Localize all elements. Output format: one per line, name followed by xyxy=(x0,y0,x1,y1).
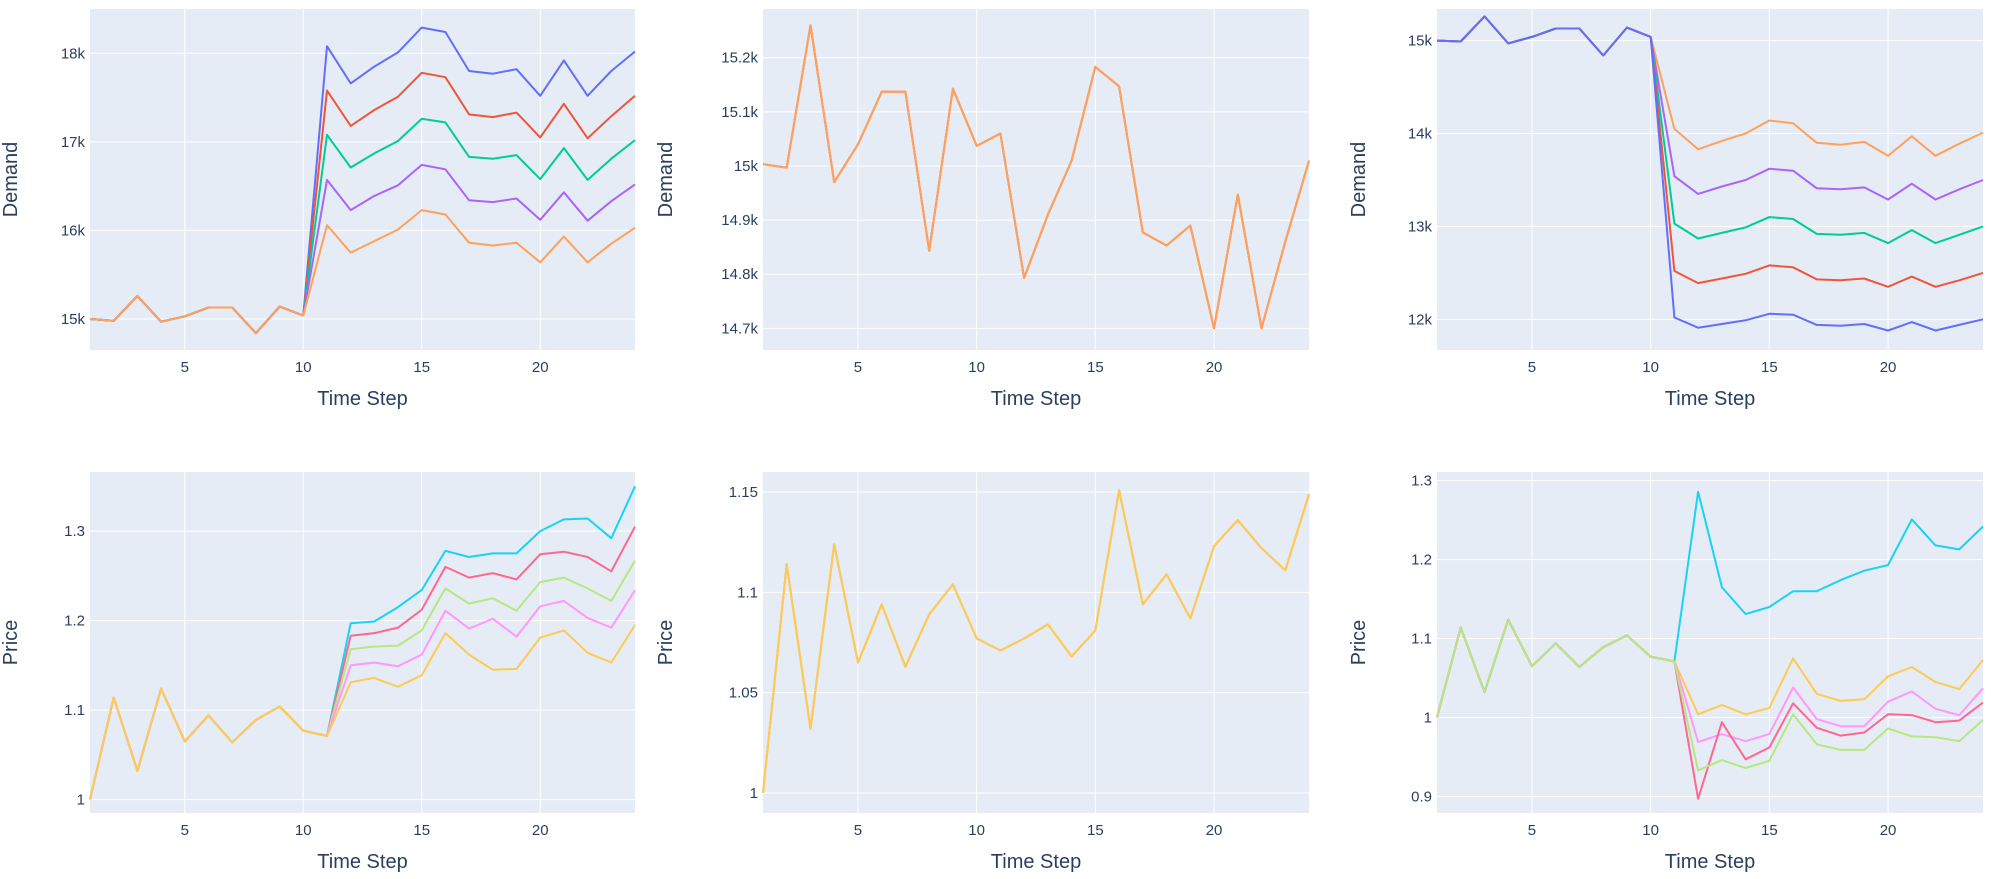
chart-panel-3: 5 10 15 20 12k 13k 14k 15k Time Step Demand xyxy=(1348,9,1984,410)
y-tick-label: 14.7k xyxy=(721,320,758,337)
y-tick-label: 15k xyxy=(1408,33,1433,50)
y-tick-label: 18k xyxy=(61,45,86,62)
y-tick-label: 0.9 xyxy=(1411,788,1432,805)
chart-panel-4: 5 10 15 20 1 1.1 1.2 1.3 Time Step Price xyxy=(0,472,636,873)
plot-area xyxy=(1437,472,1983,813)
y-tick-label: 12k xyxy=(1408,311,1433,328)
y-tick-label: 15.2k xyxy=(721,50,758,67)
y-tick-label: 15k xyxy=(61,311,86,328)
y-tick-label: 1.1 xyxy=(737,584,758,601)
chart-panel-2: 5 10 15 20 14.7k 14.8k 14.9k 15k 15.1k 15.2k Time … xyxy=(655,9,1310,410)
x-tick-label: 15 xyxy=(1761,359,1778,376)
y-tick-label: 1.05 xyxy=(729,685,758,702)
x-tick-label: 20 xyxy=(1880,822,1897,839)
series-line-2 xyxy=(762,24,1310,330)
series-line-5 xyxy=(1436,618,1984,772)
y-tick-label: 1.3 xyxy=(1411,473,1432,490)
x-tick-label: 10 xyxy=(295,822,312,839)
y-tick-label: 1.3 xyxy=(64,523,85,540)
y-tick-label: 1 xyxy=(1424,709,1432,726)
x-tick-label: 20 xyxy=(1206,359,1223,376)
x-tick-label: 15 xyxy=(413,359,430,376)
y-tick-label: 15k xyxy=(734,158,759,175)
x-tick-label: 10 xyxy=(968,822,985,839)
x-axis-title: Time Step xyxy=(317,851,407,873)
x-tick-label: 10 xyxy=(1642,359,1659,376)
x-tick-label: 15 xyxy=(413,822,430,839)
x-tick-label: 5 xyxy=(1528,359,1536,376)
y-axis-title: Price xyxy=(0,620,22,666)
y-tick-label: 1.1 xyxy=(1411,631,1432,648)
x-tick-label: 15 xyxy=(1087,822,1104,839)
series-line-5 xyxy=(1436,15,1984,332)
y-axis-title: Demand xyxy=(655,142,677,218)
y-tick-label: 15.1k xyxy=(721,104,758,121)
x-tick-label: 5 xyxy=(181,359,189,376)
x-tick-label: 5 xyxy=(854,822,862,839)
x-tick-label: 20 xyxy=(1206,822,1223,839)
x-tick-label: 10 xyxy=(1642,822,1659,839)
y-axis-title: Price xyxy=(655,620,677,666)
chart-panel-6: 5 10 15 20 0.9 1 1.1 1.2 1.3 Time Step Price xyxy=(1348,472,1984,873)
x-tick-label: 10 xyxy=(295,359,312,376)
plot-area xyxy=(763,9,1309,350)
x-tick-label: 5 xyxy=(854,359,862,376)
y-tick-label: 14k xyxy=(1408,126,1433,143)
y-tick-label: 14.8k xyxy=(721,266,758,283)
y-tick-label: 1 xyxy=(77,792,85,809)
x-axis-title: Time Step xyxy=(991,388,1081,410)
x-axis-title: Time Step xyxy=(991,851,1081,873)
y-tick-label: 13k xyxy=(1408,218,1433,235)
plot-area xyxy=(90,9,635,350)
series-line-5 xyxy=(89,624,636,800)
plot-area xyxy=(1437,9,1983,350)
series-line-5 xyxy=(89,209,636,335)
plot-area xyxy=(90,472,635,813)
chart-panel-1: 5 10 15 20 15k 16k 17k 18k Time Step Demand xyxy=(0,9,636,410)
y-tick-label: 1 xyxy=(750,785,758,802)
x-tick-label: 10 xyxy=(968,359,985,376)
x-axis-title: Time Step xyxy=(1665,388,1755,410)
y-axis-title: Price xyxy=(1348,620,1370,666)
x-tick-label: 20 xyxy=(532,359,549,376)
y-tick-label: 1.15 xyxy=(729,484,758,501)
x-tick-label: 20 xyxy=(1880,359,1897,376)
x-tick-label: 5 xyxy=(181,822,189,839)
x-axis-title: Time Step xyxy=(1665,851,1755,873)
y-axis-title: Demand xyxy=(0,142,22,218)
y-tick-label: 16k xyxy=(61,222,86,239)
x-tick-label: 15 xyxy=(1761,822,1778,839)
y-axis-title: Demand xyxy=(1348,142,1370,218)
y-tick-label: 1.1 xyxy=(64,702,85,719)
y-tick-label: 1.2 xyxy=(1411,552,1432,569)
x-tick-label: 15 xyxy=(1087,359,1104,376)
plot-area xyxy=(763,472,1309,813)
y-tick-label: 1.2 xyxy=(64,613,85,630)
x-tick-label: 20 xyxy=(532,822,549,839)
x-axis-title: Time Step xyxy=(317,388,407,410)
chart-panel-5: 5 10 15 20 1 1.05 1.1 1.15 Time Step Price xyxy=(655,472,1310,873)
series-line-2 xyxy=(762,489,1310,794)
y-tick-label: 14.9k xyxy=(721,212,758,229)
y-tick-label: 17k xyxy=(61,134,86,151)
x-tick-label: 5 xyxy=(1528,822,1536,839)
